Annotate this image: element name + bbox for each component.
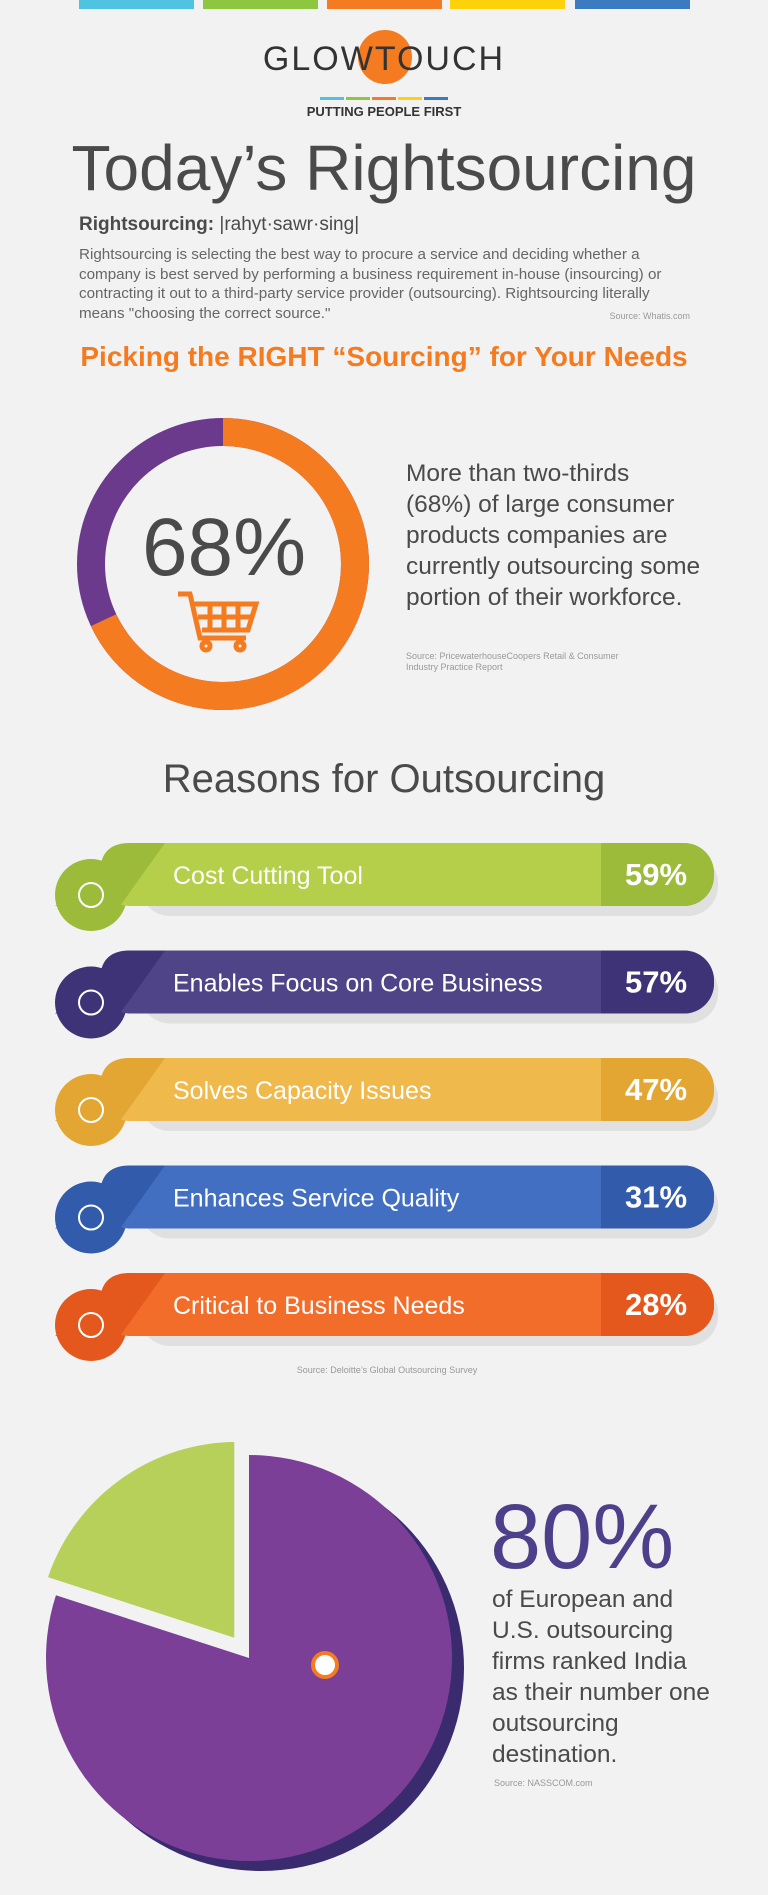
logo-dash	[398, 97, 422, 100]
ribbon	[100, 1058, 714, 1121]
subtitle: Picking the RIGHT “Sourcing” for Your Ne…	[80, 341, 687, 372]
definition-heading: Rightsourcing: |rahyt·sawr·sing|	[79, 214, 359, 236]
value-box	[601, 843, 641, 906]
color-strip	[327, 0, 442, 9]
donut-label: 68%	[142, 502, 306, 593]
reason-label: Cost Cutting Tool	[173, 862, 363, 890]
cart-icon	[178, 591, 260, 653]
logo-dash	[320, 97, 344, 100]
stat-text: More than two-thirds (68%) of large cons…	[406, 460, 701, 611]
ribbon-cap	[55, 1165, 165, 1229]
logo: GLOWTOUCH	[263, 40, 505, 78]
reason-label: Solves Capacity Issues	[173, 1077, 431, 1105]
reason-label: Enhances Service Quality	[173, 1185, 460, 1213]
ribbon-cap	[55, 1058, 165, 1121]
term: Rightsourcing:	[79, 214, 215, 235]
ribbon-cap	[55, 1273, 165, 1336]
source: Source: NASSCOM.com	[494, 1778, 593, 1788]
value-box	[601, 1165, 641, 1229]
source: Source: PricewaterhouseCoopers Retail & …	[406, 651, 619, 672]
logo-dash	[346, 97, 370, 100]
logo-dash	[372, 97, 396, 100]
logo-dash	[424, 97, 448, 100]
donut-arc	[90, 418, 369, 710]
ribbon-cap	[55, 950, 165, 1014]
source: Source: Deloitte’s Global Outsourcing Su…	[297, 1365, 478, 1375]
ribbon	[100, 843, 714, 906]
donut	[77, 418, 369, 710]
title: Today’s Rightsourcing	[72, 132, 697, 204]
logo-circle	[358, 30, 412, 84]
reason-value: 47%	[625, 1072, 687, 1107]
value-box	[601, 1058, 641, 1121]
reason-value: 31%	[625, 1180, 687, 1215]
icon	[78, 1204, 104, 1231]
tagline: PUTTING PEOPLE FIRST	[307, 104, 462, 119]
color-strip	[79, 0, 194, 9]
color-strip	[450, 0, 565, 9]
reason-value: 57%	[625, 965, 687, 1000]
ribbon	[100, 1273, 714, 1336]
map-pin	[311, 1651, 339, 1679]
reason-value: 59%	[625, 857, 687, 892]
color-strip	[203, 0, 318, 9]
section-title: Reasons for Outsourcing	[163, 757, 605, 801]
pie-rest	[40, 1435, 241, 1646]
value-box	[601, 1273, 641, 1336]
reason-label: Enables Focus on Core Business	[173, 970, 543, 998]
big-stat: 80%	[490, 1486, 674, 1588]
ribbon-cap	[55, 843, 165, 906]
definition: Rightsourcing is selecting the best way …	[79, 246, 662, 322]
pie-slice	[45, 1455, 452, 1862]
ribbon	[100, 1165, 714, 1229]
icon	[78, 989, 104, 1016]
reason-label: Critical to Business Needs	[173, 1292, 465, 1320]
icon	[78, 1097, 104, 1123]
icon	[78, 882, 104, 908]
ribbon	[100, 950, 714, 1014]
color-strip	[575, 0, 690, 9]
pronunciation: |rahyt·sawr·sing|	[219, 214, 360, 235]
icon	[78, 1312, 104, 1338]
value-box	[601, 950, 641, 1014]
reason-value: 28%	[625, 1287, 687, 1322]
stat-text: of European and U.S. outsourcing firms r…	[492, 1586, 710, 1768]
source: Source: Whatis.com	[609, 311, 690, 321]
